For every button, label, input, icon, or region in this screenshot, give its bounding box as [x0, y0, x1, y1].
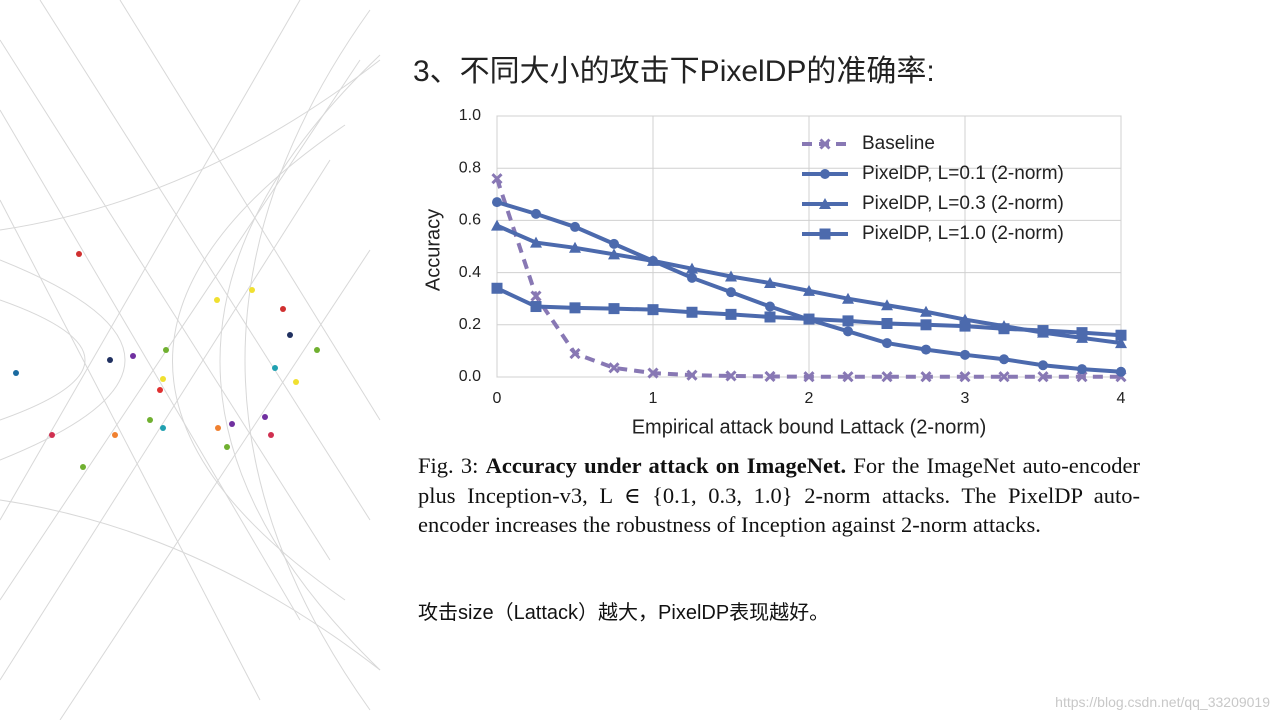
marker: [1077, 364, 1087, 375]
marker: [765, 301, 775, 312]
marker: [1115, 329, 1127, 341]
caption-label: Fig. 3:: [418, 453, 479, 478]
marker: [647, 304, 659, 316]
y-tick-label: 0.2: [459, 316, 481, 333]
marker: [530, 236, 542, 248]
marker: [609, 238, 619, 249]
marker: [820, 169, 830, 179]
marker: [647, 367, 659, 379]
marker: [725, 270, 737, 282]
y-tick-label: 0.0: [459, 368, 481, 385]
marker: [725, 370, 737, 382]
watermark: https://blog.csdn.net/qq_33209019: [1055, 694, 1270, 710]
marker: [960, 349, 970, 360]
marker: [569, 347, 581, 360]
note: 攻击size（Lattack）越大，PixelDP表现越好。: [418, 602, 830, 624]
legend-label: PixelDP, L=0.3 (2-norm): [862, 193, 1064, 214]
marker: [764, 370, 776, 383]
marker: [608, 362, 620, 374]
caption-bold: Accuracy under attack on ImageNet.: [485, 453, 847, 478]
marker: [842, 315, 854, 327]
x-tick-label: 3: [961, 390, 970, 407]
marker: [920, 371, 932, 383]
marker: [608, 248, 620, 260]
decoration: [0, 0, 381, 720]
marker: [803, 284, 815, 296]
marker: [608, 303, 620, 315]
marker: [1037, 371, 1049, 383]
x-tick-label: 1: [649, 390, 658, 407]
marker: [1037, 325, 1049, 337]
marker: [959, 371, 971, 383]
marker: [686, 262, 698, 274]
x-tick-label: 4: [1117, 390, 1126, 407]
marker: [1076, 371, 1088, 383]
y-tick-label: 1.0: [459, 107, 481, 124]
marker: [819, 138, 831, 150]
marker: [881, 371, 893, 383]
caption-body: For the ImageNet auto-encoder plus Incep…: [418, 453, 1141, 537]
marker: [920, 319, 932, 331]
marker: [998, 371, 1010, 383]
legend-label: Baseline: [862, 133, 935, 154]
marker: [803, 313, 815, 325]
x-tick-label: 0: [493, 390, 502, 407]
y-tick-label: 0.6: [459, 212, 481, 229]
marker: [491, 282, 503, 294]
legend-label: PixelDP, L=1.0 (2-norm): [862, 223, 1064, 244]
y-tick-label: 0.4: [459, 264, 481, 281]
marker: [1076, 327, 1088, 339]
marker: [881, 317, 893, 329]
marker: [530, 290, 542, 302]
marker: [842, 371, 854, 383]
x-axis-label: Empirical attack bound Lattack (2-norm): [632, 416, 987, 438]
marker: [686, 369, 698, 381]
marker: [881, 299, 893, 311]
marker: [491, 173, 503, 185]
chart: Accuracy Empirical attack bound Lattack …: [422, 107, 1127, 438]
marker: [1115, 337, 1127, 349]
marker: [530, 301, 542, 313]
marker: [1038, 360, 1048, 371]
marker: [803, 371, 815, 383]
marker: [999, 354, 1009, 365]
marker: [764, 311, 776, 323]
marker: [492, 197, 502, 208]
legend: Baseline PixelDP, L=0.1 (2-norm) PixelDP, …: [802, 133, 1064, 244]
marker: [920, 305, 932, 317]
marker: [570, 221, 580, 232]
marker: [725, 308, 737, 320]
marker: [1116, 366, 1126, 377]
y-tick-label: 0.8: [459, 159, 481, 176]
marker: [882, 338, 892, 349]
marker: [531, 208, 541, 219]
x-tick-label: 2: [805, 390, 814, 407]
marker: [921, 344, 931, 355]
marker: [819, 198, 831, 209]
y-axis-label: Accuracy: [422, 209, 444, 291]
marker: [726, 287, 736, 298]
marker: [569, 302, 581, 314]
marker: [959, 320, 971, 332]
marker: [842, 292, 854, 304]
marker: [819, 228, 831, 240]
marker: [491, 219, 503, 231]
marker: [647, 254, 659, 266]
figure-caption: Fig. 3: Accuracy under attack on ImageNe…: [418, 451, 1140, 540]
marker: [687, 272, 697, 283]
marker: [998, 323, 1010, 335]
legend-label: PixelDP, L=0.1 (2-norm): [862, 163, 1064, 184]
marker: [686, 306, 698, 318]
marker: [764, 277, 776, 289]
marker: [843, 326, 853, 337]
marker: [569, 241, 581, 253]
slide-title: 3、不同大小的攻击下PixelDP的准确率:: [413, 55, 935, 88]
